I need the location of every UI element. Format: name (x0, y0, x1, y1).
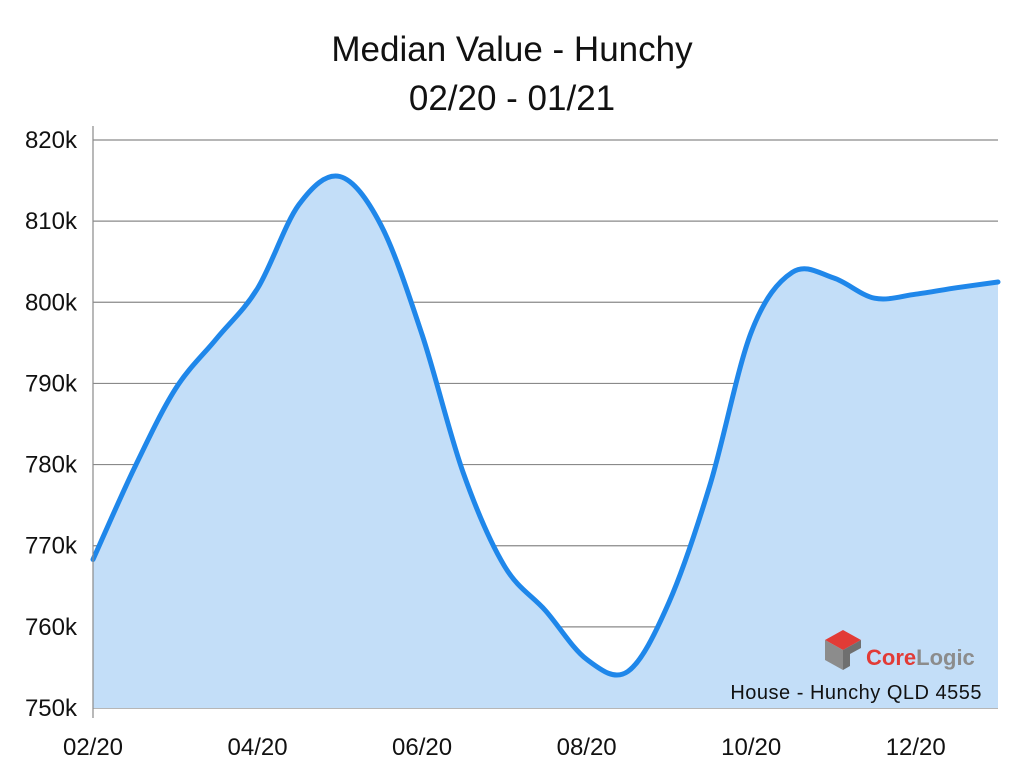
x-tick-label: 12/20 (886, 734, 946, 761)
x-tick-label: 08/20 (557, 734, 617, 761)
watermark-caption: House - Hunchy QLD 4555 (730, 682, 982, 704)
y-tick-label: 800k (25, 289, 78, 316)
series-area-fill (93, 175, 998, 708)
y-tick-label: 770k (25, 533, 78, 560)
y-tick-label: 790k (25, 370, 78, 397)
x-tick-label: 02/20 (63, 734, 123, 761)
brand-logic-text: Logic (916, 645, 975, 670)
y-tick-label: 820k (25, 127, 78, 154)
chart-subtitle: 02/20 - 01/21 (408, 79, 616, 118)
y-tick-label: 750k (25, 695, 78, 722)
chart-title: Median Value - Hunchy (331, 30, 693, 69)
axis-tick-labels: 750k 760k 770k 780k 790k 800k 810k 820k 02/20 04/… (25, 127, 946, 761)
brand-core-text: Core (866, 645, 916, 670)
series-line (90, 173, 1001, 678)
y-tick-label: 810k (25, 208, 78, 235)
corelogic-watermark: CoreLogic House - Hunchy QLD 4555 (730, 630, 982, 704)
y-tick-label: 760k (25, 614, 78, 641)
y-tick-label: 780k (25, 452, 78, 479)
x-tick-label: 06/20 (392, 734, 452, 761)
x-tick-label: 10/20 (721, 734, 781, 761)
corelogic-logo-icon (825, 630, 861, 670)
corelogic-brand-text: CoreLogic (866, 645, 975, 670)
x-tick-label: 04/20 (228, 734, 288, 761)
